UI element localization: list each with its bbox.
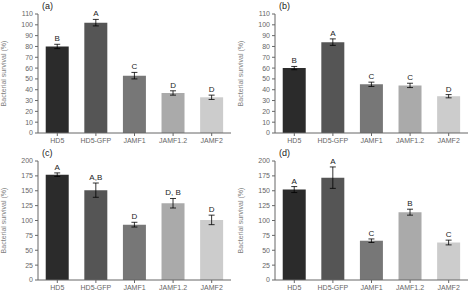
svg-text:75: 75	[262, 232, 270, 239]
svg-text:C: C	[407, 73, 413, 82]
svg-text:A,B: A,B	[89, 173, 102, 182]
svg-text:125: 125	[258, 202, 270, 209]
svg-text:HD5: HD5	[50, 284, 64, 291]
svg-text:60: 60	[262, 65, 270, 72]
svg-text:30: 30	[25, 97, 33, 104]
svg-text:B: B	[407, 199, 412, 208]
svg-text:175: 175	[21, 172, 33, 179]
svg-text:JAMF2: JAMF2	[201, 137, 223, 144]
svg-text:B: B	[55, 34, 60, 43]
svg-text:70: 70	[25, 54, 33, 61]
svg-text:A: A	[330, 157, 336, 166]
svg-text:30: 30	[262, 97, 270, 104]
svg-text:JAMF2: JAMF2	[438, 284, 460, 291]
svg-text:20: 20	[25, 108, 33, 115]
svg-text:0: 0	[29, 276, 33, 283]
svg-text:C: C	[369, 229, 375, 238]
svg-text:B: B	[292, 56, 297, 65]
svg-text:D: D	[209, 205, 215, 214]
svg-text:A: A	[55, 163, 61, 172]
svg-text:0: 0	[29, 129, 33, 136]
svg-text:C: C	[132, 62, 138, 71]
svg-text:25: 25	[262, 262, 270, 269]
svg-text:JAMF2: JAMF2	[438, 137, 460, 144]
svg-text:10: 10	[25, 119, 33, 126]
svg-text:50: 50	[25, 75, 33, 82]
svg-text:175: 175	[258, 172, 270, 179]
svg-text:75: 75	[25, 232, 33, 239]
svg-text:200: 200	[21, 157, 33, 164]
svg-text:150: 150	[21, 187, 33, 194]
svg-text:A: A	[292, 177, 298, 186]
html-text:(b): (b)	[279, 1, 290, 11]
svg-text:Bacterial survival (%): Bacterial survival (%)	[237, 41, 245, 107]
svg-text:C: C	[369, 72, 375, 81]
svg-text:80: 80	[262, 43, 270, 50]
svg-text:200: 200	[258, 157, 270, 164]
svg-text:20: 20	[262, 108, 270, 115]
html-text:(d): (d)	[279, 148, 290, 158]
svg-text:50: 50	[262, 75, 270, 82]
svg-text:80: 80	[25, 43, 33, 50]
svg-text:JAMF2: JAMF2	[201, 284, 223, 291]
svg-text:JAMF1: JAMF1	[123, 137, 145, 144]
svg-text:70: 70	[262, 54, 270, 61]
svg-text:90: 90	[25, 32, 33, 39]
svg-text:A: A	[330, 29, 336, 38]
svg-text:0: 0	[266, 129, 270, 136]
svg-text:100: 100	[258, 21, 270, 28]
svg-text:HD5-GFP: HD5-GFP	[81, 137, 112, 144]
svg-text:0: 0	[266, 276, 270, 283]
svg-text:Bacterial survival (%): Bacterial survival (%)	[237, 188, 245, 254]
svg-text:100: 100	[21, 21, 33, 28]
svg-text:150: 150	[258, 187, 270, 194]
svg-text:D, B: D, B	[165, 188, 181, 197]
svg-text:50: 50	[262, 247, 270, 254]
svg-text:JAMF1.2: JAMF1.2	[396, 284, 424, 291]
svg-text:HD5-GFP: HD5-GFP	[318, 284, 349, 291]
svg-text:100: 100	[258, 217, 270, 224]
svg-text:HD5: HD5	[287, 137, 301, 144]
svg-text:125: 125	[21, 202, 33, 209]
svg-text:JAMF1.2: JAMF1.2	[159, 284, 187, 291]
svg-text:HD5: HD5	[287, 284, 301, 291]
svg-text:D: D	[170, 81, 176, 90]
html-text:(c): (c)	[42, 148, 53, 158]
svg-text:JAMF1: JAMF1	[360, 284, 382, 291]
html-text:(a): (a)	[42, 1, 53, 11]
svg-text:D: D	[446, 85, 452, 94]
svg-text:Bacterial survival (%): Bacterial survival (%)	[8, 188, 9, 254]
svg-text:60: 60	[25, 65, 33, 72]
svg-text:100: 100	[21, 217, 33, 224]
svg-text:90: 90	[262, 32, 270, 39]
svg-text:JAMF1.2: JAMF1.2	[396, 137, 424, 144]
svg-text:10: 10	[262, 119, 270, 126]
svg-text:D: D	[209, 85, 215, 94]
svg-text:40: 40	[25, 86, 33, 93]
svg-text:110: 110	[22, 10, 33, 17]
svg-text:JAMF1: JAMF1	[123, 284, 145, 291]
svg-text:HD5-GFP: HD5-GFP	[318, 137, 349, 144]
svg-text:25: 25	[25, 262, 33, 269]
svg-text:JAMF1.2: JAMF1.2	[159, 137, 187, 144]
svg-text:C: C	[446, 230, 452, 239]
svg-text:50: 50	[25, 247, 33, 254]
svg-text:HD5: HD5	[50, 137, 64, 144]
svg-text:JAMF1: JAMF1	[360, 137, 382, 144]
svg-text:Bacterial survival (%): Bacterial survival (%)	[8, 41, 9, 107]
svg-text:D: D	[132, 212, 138, 221]
svg-text:40: 40	[262, 86, 270, 93]
svg-text:110: 110	[259, 10, 270, 17]
svg-text:HD5-GFP: HD5-GFP	[81, 284, 112, 291]
svg-text:A: A	[93, 9, 99, 18]
